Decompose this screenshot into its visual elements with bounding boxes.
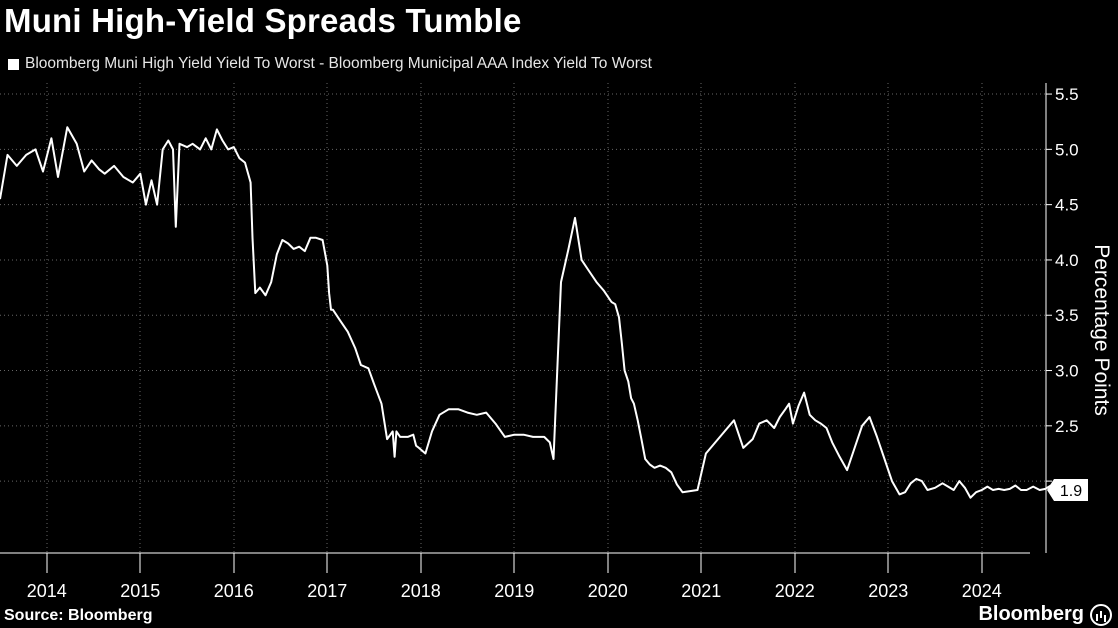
source-note: Source: Bloomberg — [4, 607, 153, 624]
legend-label: Bloomberg Muni High Yield Yield To Worst… — [25, 55, 652, 72]
x-axis: 2014 2015 2016 2017 2018 2019 2020 2021 2022 2023… — [0, 552, 1030, 601]
y-axis-label: Percentage Points — [1090, 244, 1113, 416]
x-tick-label: 2018 — [401, 581, 441, 601]
y-tick-label: 2.5 — [1055, 417, 1079, 436]
y-axis: 2.5 3.0 3.5 4.0 4.5 5.0 5.5 — [1045, 83, 1079, 553]
x-tick-label: 2023 — [868, 581, 908, 601]
y-tick-label: 4.0 — [1055, 251, 1079, 270]
legend-swatch — [8, 58, 19, 70]
last-value-callout: 1.9 — [1047, 478, 1088, 501]
series-line — [0, 126, 1071, 499]
y-tick-label: 5.5 — [1055, 85, 1079, 104]
x-tick-label: 2020 — [588, 581, 628, 601]
brand-name: Bloomberg — [978, 603, 1084, 625]
x-tick-label: 2021 — [681, 581, 721, 601]
x-tick-label: 2019 — [494, 581, 534, 601]
x-tick-label: 2015 — [120, 581, 160, 601]
grid-lines — [0, 83, 1046, 553]
x-tick-label: 2017 — [307, 581, 347, 601]
legend: Bloomberg Muni High Yield Yield To Worst… — [8, 55, 652, 73]
last-value-box — [1047, 478, 1088, 501]
x-tick-label: 2016 — [214, 581, 254, 601]
series-layer — [0, 126, 1071, 499]
y-tick-label: 3.5 — [1055, 306, 1079, 325]
brand-logo: Bloomberg — [978, 603, 1112, 626]
x-tick-label: 2024 — [962, 581, 1002, 601]
y-tick-label: 3.0 — [1055, 362, 1079, 381]
bloomberg-logo-icon — [1090, 603, 1112, 626]
x-tick-label: 2022 — [775, 581, 815, 601]
y-tick-label: 4.5 — [1055, 196, 1079, 215]
chart-title: Muni High-Yield Spreads Tumble — [4, 2, 522, 39]
last-value-label: 1.9 — [1060, 483, 1082, 500]
y-tick-label: 5.0 — [1055, 140, 1079, 159]
x-tick-label: 2014 — [27, 581, 67, 601]
